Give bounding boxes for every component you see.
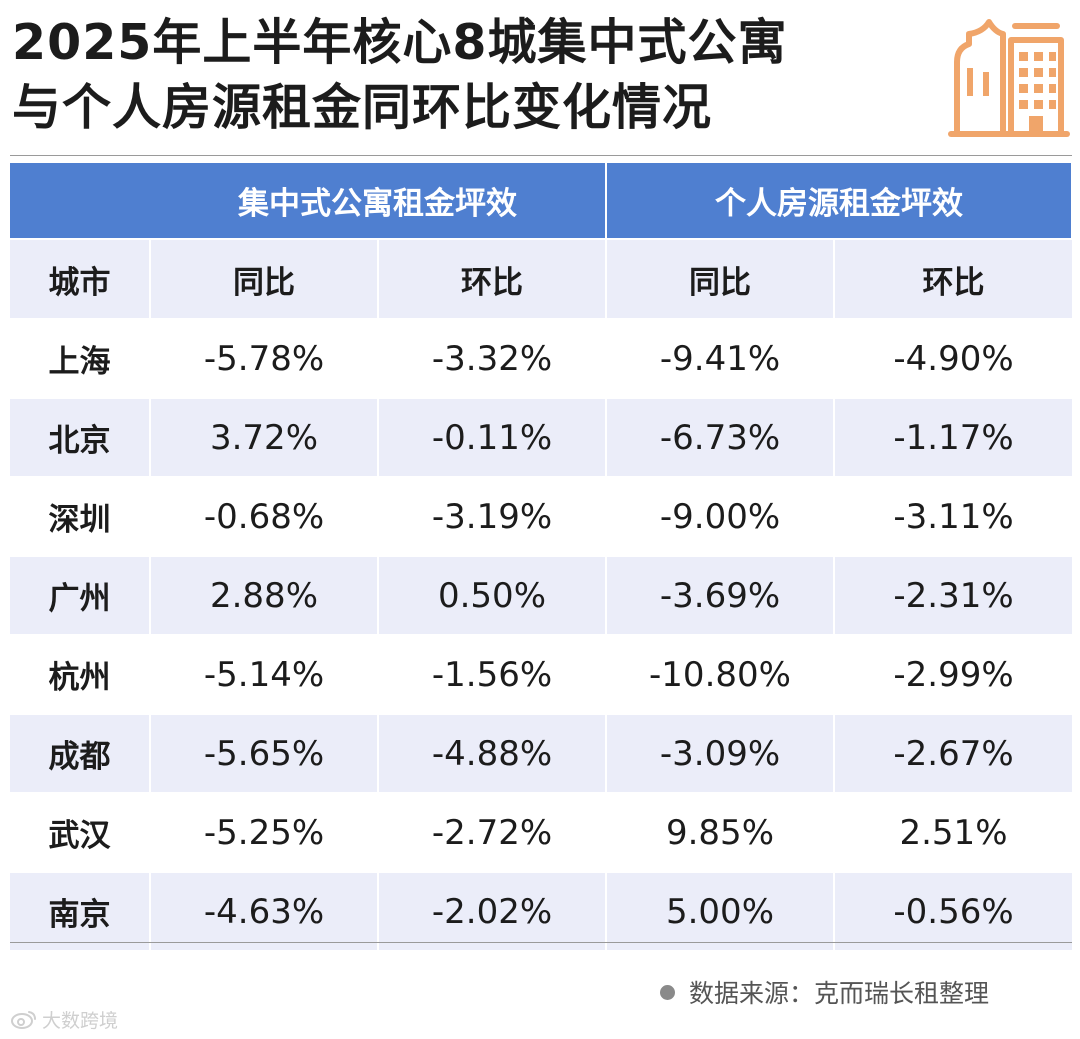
personal-mom-cell: -2.67%	[833, 713, 1072, 793]
table-row: 上海 -5.78% -3.32% -9.41% -4.90%	[10, 318, 1072, 398]
personal-yoy-cell: 9.85%	[605, 792, 834, 872]
table-row: 深圳 -0.68% -3.19% -9.00% -3.11%	[10, 476, 1072, 556]
title-line-2: 与个人房源租金同环比变化情况	[12, 79, 713, 136]
apartment-mom-cell: -1.56%	[377, 634, 606, 714]
apartment-yoy-cell: -5.65%	[149, 713, 378, 793]
group-header-row: 集中式公寓租金坪效 个人房源租金坪效	[10, 163, 1073, 239]
building-icon	[948, 19, 1070, 137]
apartment-mom-cell: -4.88%	[377, 713, 606, 793]
city-column-header: 城市	[10, 238, 150, 319]
city-cell: 北京	[10, 397, 150, 477]
apartment-mom-cell: 0.50%	[377, 555, 606, 635]
apartment-mom-cell: -3.32%	[377, 318, 606, 398]
group-header-apartment: 集中式公寓租金坪效	[150, 163, 607, 239]
city-cell: 成都	[10, 713, 150, 793]
table-row: 武汉 -5.25% -2.72% 9.85% 2.51%	[10, 792, 1072, 872]
source-text: 数据来源：克而瑞长租整理	[689, 979, 990, 1008]
personal-yoy-header: 同比	[605, 238, 834, 319]
personal-yoy-cell: -3.69%	[605, 555, 834, 635]
table-row: 成都 -5.65% -4.88% -3.09% -2.67%	[10, 713, 1072, 793]
bullet-dot-icon	[660, 984, 675, 1000]
personal-mom-cell: -0.56%	[833, 871, 1072, 950]
sub-header-row: 城市 同比 环比 同比 环比	[10, 238, 1072, 319]
apartment-mom-cell: -2.72%	[377, 792, 606, 872]
city-cell: 广州	[10, 555, 150, 635]
personal-yoy-cell: 5.00%	[605, 871, 834, 950]
city-cell: 杭州	[10, 634, 150, 714]
table-row: 南京 -4.63% -2.02% 5.00% -0.56%	[10, 871, 1072, 950]
weibo-logo-icon	[11, 1011, 36, 1029]
personal-yoy-cell: -3.09%	[605, 713, 834, 793]
apartment-yoy-cell: -5.25%	[149, 792, 378, 872]
table-row: 广州 2.88% 0.50% -3.69% -2.31%	[10, 555, 1072, 635]
personal-mom-cell: -1.17%	[833, 397, 1072, 477]
table-row: 北京 3.72% -0.11% -6.73% -1.17%	[10, 397, 1072, 477]
title-divider	[10, 155, 1072, 156]
city-cell: 武汉	[10, 792, 150, 872]
personal-mom-cell: -3.11%	[833, 476, 1072, 556]
rent-table-body: 集中式公寓租金坪效 个人房源租金坪效 城市 同比 环比 同比 环比 上海 -5.7…	[10, 163, 1073, 950]
group-header-blank	[10, 163, 150, 239]
credit-text: 大数跨境	[42, 1009, 119, 1032]
personal-yoy-cell: -9.41%	[605, 318, 834, 398]
apartment-yoy-cell: 3.72%	[149, 397, 378, 477]
personal-yoy-cell: -10.80%	[605, 634, 834, 714]
personal-yoy-cell: -9.00%	[605, 476, 834, 556]
rent-table: 集中式公寓租金坪效 个人房源租金坪效 城市 同比 环比 同比 环比 上海 -5.7…	[10, 163, 1073, 950]
table-row: 杭州 -5.14% -1.56% -10.80% -2.99%	[10, 634, 1072, 714]
title-line-1: 2025年上半年核心8城集中式公寓	[12, 14, 788, 71]
personal-mom-cell: -2.99%	[833, 634, 1072, 714]
apartment-yoy-header: 同比	[149, 238, 378, 319]
apartment-yoy-cell: 2.88%	[149, 555, 378, 635]
apartment-yoy-cell: -0.68%	[149, 476, 378, 556]
city-cell: 南京	[10, 871, 150, 950]
personal-mom-header: 环比	[833, 238, 1072, 319]
apartment-yoy-cell: -5.14%	[149, 634, 378, 714]
apartment-yoy-cell: -5.78%	[149, 318, 378, 398]
personal-mom-cell: 2.51%	[833, 792, 1072, 872]
apartment-mom-cell: -0.11%	[377, 397, 606, 477]
city-cell: 上海	[10, 318, 150, 398]
city-cell: 深圳	[10, 476, 150, 556]
apartment-mom-cell: -2.02%	[377, 871, 606, 950]
personal-mom-cell: -2.31%	[833, 555, 1072, 635]
personal-yoy-cell: -6.73%	[605, 397, 834, 477]
apartment-mom-header: 环比	[377, 238, 606, 319]
bottom-divider	[10, 942, 1072, 943]
source-note: 数据来源：克而瑞长租整理	[660, 970, 989, 1014]
credit-watermark: 大数跨境	[10, 1006, 118, 1032]
apartment-yoy-cell: -4.63%	[149, 871, 378, 950]
apartment-mom-cell: -3.19%	[377, 476, 606, 556]
group-header-personal: 个人房源租金坪效	[606, 163, 1073, 239]
personal-mom-cell: -4.90%	[833, 318, 1072, 398]
page-title: 2025年上半年核心8城集中式公寓 与个人房源租金同环比变化情况	[12, 10, 932, 140]
